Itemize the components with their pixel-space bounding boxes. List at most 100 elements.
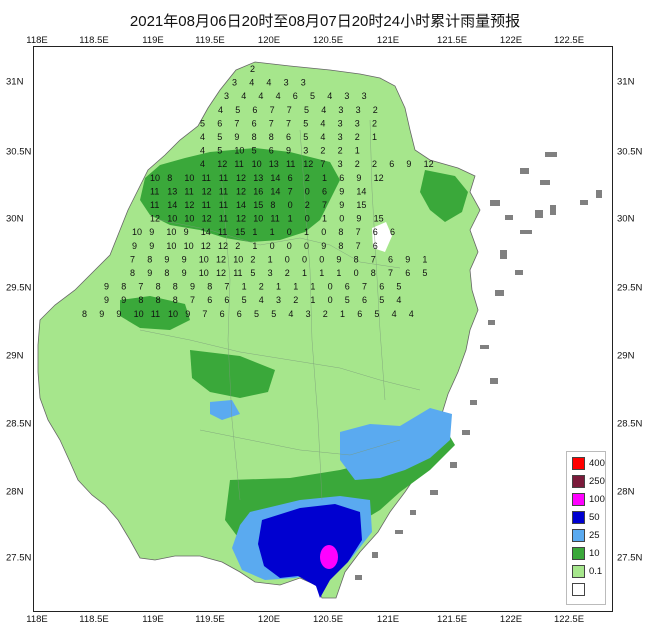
lon-tick-bottom: 120.5E (312, 614, 344, 625)
rainfall-value: 7 (287, 105, 292, 115)
rainfall-value: 9 (132, 241, 137, 251)
rainfall-value: 1 (340, 309, 345, 319)
rainfall-value: 3 (338, 159, 343, 169)
rainfall-value: 5 (254, 309, 259, 319)
rainfall-value: 1 (322, 173, 327, 183)
rainfall-value: 10 (184, 241, 194, 251)
rainfall-value: 6 (373, 241, 378, 251)
rainfall-value: 5 (310, 91, 315, 101)
rainfall-value: 7 (234, 118, 239, 128)
rainfall-value: 12 (424, 159, 434, 169)
rainfall-value: 5 (303, 118, 308, 128)
rainfall-value: 2 (250, 254, 255, 264)
rain-50-100 (258, 504, 362, 598)
rainfall-value: 8 (147, 254, 152, 264)
rainfall-value: 5 (200, 118, 205, 128)
rainfall-value: 6 (293, 91, 298, 101)
rainfall-value: 1 (310, 295, 315, 305)
lon-tick-bottom: 118E (26, 614, 48, 625)
rainfall-value: 5 (379, 295, 384, 305)
rainfall-value: 10 (234, 146, 244, 156)
rainfall-value: 4 (258, 91, 263, 101)
lon-tick-bottom: 119.5E (195, 614, 225, 625)
rainfall-value: 6 (339, 173, 344, 183)
rainfall-value: 12 (202, 214, 212, 224)
rainfall-value: 8 (371, 268, 376, 278)
rainfall-value: 8 (354, 254, 359, 264)
rainfall-value: 1 (336, 268, 341, 278)
rainfall-value: 15 (235, 227, 245, 237)
rainfall-value: 1 (304, 227, 309, 237)
rainfall-value: 5 (303, 132, 308, 142)
rainfall-value: 13 (269, 159, 279, 169)
lon-tick-top: 121.5E (436, 35, 468, 46)
rainfall-value: 11 (202, 173, 211, 183)
rainfall-value: 14 (356, 186, 366, 196)
rainfall-value: 4 (320, 132, 325, 142)
rainfall-value: 10 (134, 309, 144, 319)
rainfall-value: 0 (328, 282, 333, 292)
lat-tick-left: 30.5N (6, 146, 32, 158)
legend-label: 0.1 (589, 566, 603, 577)
rainfall-value: 12 (374, 173, 384, 183)
rainfall-value: 1 (252, 227, 257, 237)
rainfall-value: 12 (216, 268, 226, 278)
rainfall-value: 0 (304, 241, 309, 251)
rainfall-value: 9 (104, 282, 109, 292)
rainfall-value: 11 (151, 309, 160, 319)
rain-10-25-west (120, 296, 190, 330)
rainfall-value: 12 (303, 159, 313, 169)
rainfall-value: 9 (164, 254, 169, 264)
lon-tick-bottom: 120E (257, 614, 281, 625)
rainfall-value: 14 (270, 173, 280, 183)
rainfall-value: 9 (149, 241, 154, 251)
rainfall-value: 0 (321, 227, 326, 237)
rainfall-value: 8 (269, 132, 274, 142)
rainfall-value: 3 (306, 309, 311, 319)
lat-tick-left: 28N (6, 486, 24, 498)
rainfall-value: 0 (354, 268, 359, 278)
rainfall-value: 0 (305, 186, 310, 196)
lat-tick-right: 30N (617, 213, 635, 225)
rainfall-value: 5 (271, 309, 276, 319)
lat-tick-right: 30.5N (617, 146, 643, 158)
rainfall-value: 4 (241, 91, 246, 101)
rainfall-value: 5 (242, 295, 247, 305)
rainfall-value: 10 (184, 214, 194, 224)
rainfall-value: 8 (252, 132, 257, 142)
rainfall-value: 12 (217, 159, 227, 169)
rainfall-value: 3 (224, 91, 229, 101)
rainfall-value: 1 (276, 282, 281, 292)
rainfall-value: 8 (82, 309, 87, 319)
rainfall-value: 4 (200, 146, 205, 156)
rainfall-value: 9 (190, 282, 195, 292)
rainfall-value: 5 (304, 105, 309, 115)
rainfall-value: 3 (276, 295, 281, 305)
lat-tick-left: 29.5N (6, 282, 32, 294)
rainfall-value: 11 (219, 214, 228, 224)
legend-swatch-0.1 (572, 565, 585, 578)
rainfall-value: 15 (374, 214, 384, 224)
rainfall-value: 10 (233, 254, 243, 264)
rainfall-value: 9 (234, 132, 239, 142)
legend-label: 50 (589, 512, 600, 523)
lon-tick-top: 122E (499, 35, 523, 46)
rainfall-value: 1 (372, 132, 377, 142)
rainfall-value: 2 (235, 241, 240, 251)
rainfall-value: 8 (156, 295, 161, 305)
lat-tick-left: 27.5N (6, 552, 32, 564)
rainfall-value: 6 (288, 173, 293, 183)
legend-label: 10 (589, 548, 600, 559)
legend-label: 25 (589, 530, 600, 541)
rainfall-value: 2 (305, 200, 310, 210)
rainfall-value: 7 (356, 227, 361, 237)
rainfall-value: 3 (356, 105, 361, 115)
rainfall-value: 6 (373, 227, 378, 237)
lon-tick-bottom: 121E (376, 614, 400, 625)
rainfall-value: 10 (132, 227, 142, 237)
rainfall-value: 6 (322, 186, 327, 196)
rainfall-value: 8 (130, 268, 135, 278)
lat-tick-left: 30N (6, 213, 24, 225)
rainfall-value: 8 (338, 241, 343, 251)
rainfall-value: 2 (355, 132, 360, 142)
